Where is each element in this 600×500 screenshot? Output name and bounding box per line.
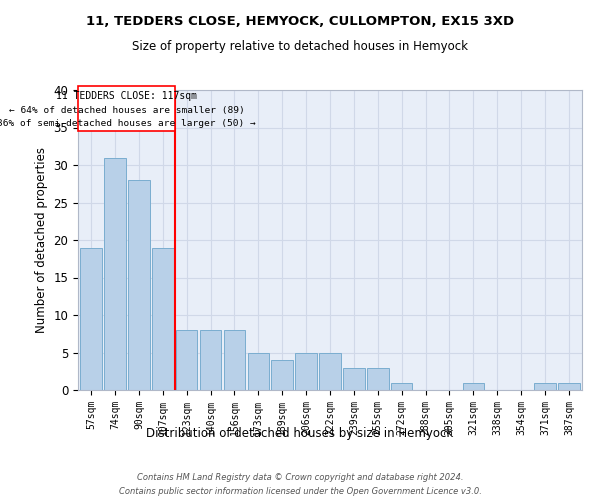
Text: Size of property relative to detached houses in Hemyock: Size of property relative to detached ho…: [132, 40, 468, 53]
Bar: [534, 382, 556, 390]
Bar: [391, 382, 412, 390]
Text: ← 64% of detached houses are smaller (89): ← 64% of detached houses are smaller (89…: [9, 106, 244, 115]
Bar: [295, 352, 317, 390]
Bar: [343, 368, 365, 390]
FancyBboxPatch shape: [78, 86, 175, 131]
Text: Contains HM Land Registry data © Crown copyright and database right 2024.: Contains HM Land Registry data © Crown c…: [137, 472, 463, 482]
Bar: [367, 368, 389, 390]
Bar: [463, 382, 484, 390]
Bar: [104, 158, 126, 390]
Bar: [248, 352, 269, 390]
Bar: [176, 330, 197, 390]
Text: 11, TEDDERS CLOSE, HEMYOCK, CULLOMPTON, EX15 3XD: 11, TEDDERS CLOSE, HEMYOCK, CULLOMPTON, …: [86, 15, 514, 28]
Bar: [80, 248, 102, 390]
Text: 36% of semi-detached houses are larger (50) →: 36% of semi-detached houses are larger (…: [0, 119, 256, 128]
Bar: [558, 382, 580, 390]
Bar: [200, 330, 221, 390]
Y-axis label: Number of detached properties: Number of detached properties: [35, 147, 48, 333]
Bar: [319, 352, 341, 390]
Bar: [128, 180, 149, 390]
Bar: [271, 360, 293, 390]
Text: 11 TEDDERS CLOSE: 117sqm: 11 TEDDERS CLOSE: 117sqm: [56, 91, 197, 101]
Text: Distribution of detached houses by size in Hemyock: Distribution of detached houses by size …: [146, 428, 454, 440]
Bar: [224, 330, 245, 390]
Bar: [152, 248, 173, 390]
Text: Contains public sector information licensed under the Open Government Licence v3: Contains public sector information licen…: [119, 488, 481, 496]
